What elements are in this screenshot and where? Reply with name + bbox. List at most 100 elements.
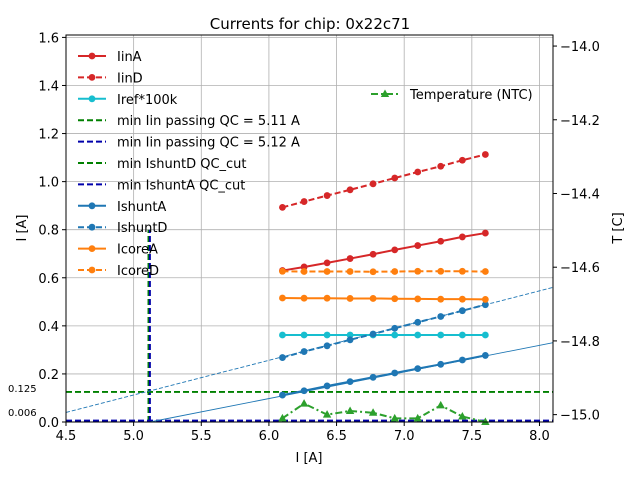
data-point-IinD xyxy=(391,174,399,182)
series-line-temperature xyxy=(281,402,486,423)
data-point-IshuntD xyxy=(323,342,331,350)
data-point-IshuntD xyxy=(481,301,489,309)
legend-marker xyxy=(380,89,390,97)
data-point-IcoreA xyxy=(323,294,331,302)
data-point-IinD xyxy=(300,198,308,205)
legend-label: Temperature (NTC) xyxy=(409,88,533,103)
legend-marker xyxy=(88,74,96,81)
x-axis-label: I [A] xyxy=(295,451,322,466)
data-point-IcoreA xyxy=(458,295,466,303)
data-point-IinD xyxy=(437,162,445,170)
legend-marker xyxy=(88,52,96,60)
y-tick-label: 0.4 xyxy=(38,320,59,335)
data-point-IinA xyxy=(414,242,422,249)
data-point-temperature xyxy=(278,413,287,422)
data-point-IcoreD xyxy=(391,268,399,275)
legend-label: min IshuntA QC_cut xyxy=(117,178,245,193)
annotation-0125: 0.125 xyxy=(8,384,37,395)
data-point-IcoreA xyxy=(437,295,445,303)
data-point-IcoreD xyxy=(369,268,377,276)
data-point-IinD xyxy=(369,180,377,188)
data-point-IcoreD xyxy=(300,268,308,275)
data-point-IcoreA xyxy=(346,295,354,302)
x-axis: 4.5 5.0 5.5 6.0 6.5 7.0 7.5 8.0 xyxy=(56,422,550,444)
data-point-temperature xyxy=(345,406,355,414)
legend-label: IcoreA xyxy=(117,243,158,258)
data-point-IshuntA xyxy=(458,356,466,364)
legend-label: IinD xyxy=(117,71,143,86)
y-right-tick-label: −14.2 xyxy=(560,114,600,129)
legend-label: Iref*100k xyxy=(117,93,178,108)
data-point-IshuntD xyxy=(391,324,399,332)
y-tick-label: 1.6 xyxy=(38,31,59,46)
data-point-IinD xyxy=(346,186,354,194)
legend-label: IinA xyxy=(117,50,142,65)
legend-label: IshuntA xyxy=(117,200,166,215)
data-point-Iref*100k xyxy=(346,331,354,339)
x-tick-label: 5.5 xyxy=(191,429,212,444)
data-point-IcoreA xyxy=(300,294,308,302)
y-right-tick-label: −14.6 xyxy=(560,261,600,276)
legend-marker xyxy=(88,223,96,231)
data-point-IcoreD xyxy=(437,267,445,275)
y-tick-label: 1.2 xyxy=(38,128,59,143)
data-point-IinA xyxy=(346,255,354,262)
data-point-temperature xyxy=(322,410,332,418)
data-point-IinD xyxy=(323,192,331,199)
data-point-IshuntD xyxy=(279,354,286,361)
chart-title: Currents for chip: 0x22c71 xyxy=(210,15,410,33)
data-point-IinA xyxy=(458,233,466,241)
data-point-temperature xyxy=(458,411,467,420)
annotation-0006: 0.006 xyxy=(8,408,37,419)
data-point-IinD xyxy=(279,203,286,211)
series-line-IshuntD xyxy=(282,303,486,359)
data-point-IinA xyxy=(369,250,377,258)
legend-marker xyxy=(88,245,96,253)
y-right-tick-label: −14.0 xyxy=(560,40,600,55)
data-point-Iref*100k xyxy=(437,331,445,339)
data-point-IshuntA xyxy=(391,369,399,377)
data-point-IinA xyxy=(323,259,331,267)
data-point-IinA xyxy=(391,246,399,254)
data-point-Iref*100k xyxy=(391,331,399,339)
data-point-IshuntD xyxy=(458,307,466,315)
y-tick-label: 0.6 xyxy=(38,272,59,287)
legend-marker xyxy=(88,95,96,103)
x-tick-label: 8.0 xyxy=(529,429,550,444)
y-tick-label: 0.2 xyxy=(38,368,59,383)
data-point-IinA xyxy=(481,229,489,237)
y-right-tick-label: −14.4 xyxy=(560,187,600,202)
y-tick-label: 1.0 xyxy=(38,176,59,191)
data-point-IshuntA xyxy=(346,378,354,386)
data-point-IshuntD xyxy=(437,313,445,320)
data-point-IcoreD xyxy=(458,267,466,275)
fit-lines xyxy=(65,286,554,423)
x-tick-label: 6.0 xyxy=(259,429,280,444)
data-point-Iref*100k xyxy=(279,331,286,339)
legend-right: Temperature (NTC) xyxy=(371,88,533,103)
y-axis-label: I [A] xyxy=(15,214,30,241)
legend-left: IinA IinD Iref*100k min Iin passing QC = 5.… xyxy=(78,50,300,279)
data-point-IshuntD xyxy=(300,348,308,355)
data-point-IcoreA xyxy=(279,294,286,302)
x-tick-label: 5.0 xyxy=(123,429,144,444)
data-point-IshuntA xyxy=(300,387,308,395)
plot-frame xyxy=(65,34,554,423)
grid xyxy=(65,35,553,423)
series-line-IinA xyxy=(282,232,486,272)
x-tick-label: 4.5 xyxy=(56,429,77,444)
data-point-IinD xyxy=(458,156,466,164)
legend-marker xyxy=(88,266,96,274)
reference-lines xyxy=(66,229,553,422)
legend-label: min Iin passing QC = 5.11 A xyxy=(117,114,300,129)
legend-label: min Iin passing QC = 5.12 A xyxy=(117,136,300,151)
data-point-IshuntA xyxy=(414,365,422,373)
data-point-IshuntA xyxy=(323,382,331,390)
y-right-tick-label: −15.0 xyxy=(560,409,600,424)
data-point-IshuntD xyxy=(414,318,422,326)
series-line-IshuntA xyxy=(282,354,486,397)
data-point-Iref*100k xyxy=(300,331,308,339)
legend-label: IcoreD xyxy=(117,264,159,279)
x-tick-label: 6.5 xyxy=(326,429,347,444)
